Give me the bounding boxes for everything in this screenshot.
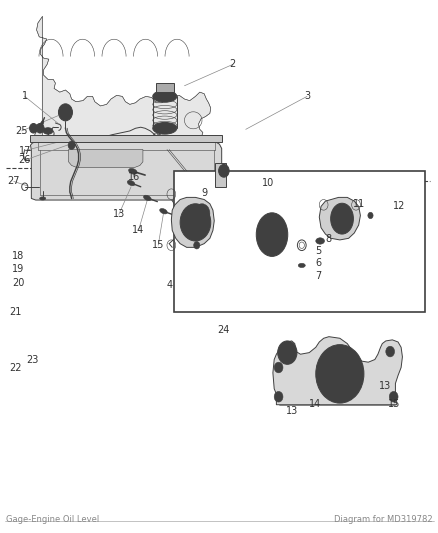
Text: 8: 8 [325, 234, 331, 244]
Circle shape [334, 368, 344, 380]
Ellipse shape [143, 195, 151, 200]
Text: 3: 3 [303, 91, 309, 101]
Circle shape [68, 141, 75, 150]
Polygon shape [297, 276, 304, 280]
Text: 18: 18 [12, 251, 24, 261]
Text: 23: 23 [26, 354, 39, 365]
Text: 9: 9 [201, 188, 207, 198]
Text: 25: 25 [15, 126, 28, 136]
Polygon shape [272, 337, 402, 405]
Text: 5: 5 [314, 246, 320, 255]
Ellipse shape [152, 123, 177, 134]
Ellipse shape [43, 128, 53, 134]
Text: Diagram for MD319782: Diagram for MD319782 [334, 515, 432, 524]
Ellipse shape [41, 120, 44, 125]
Ellipse shape [45, 129, 50, 133]
Circle shape [180, 204, 210, 241]
Polygon shape [68, 150, 143, 167]
Ellipse shape [297, 263, 304, 268]
Text: 7: 7 [314, 271, 320, 280]
Circle shape [218, 165, 229, 177]
Ellipse shape [127, 180, 134, 185]
Text: 13: 13 [113, 209, 125, 220]
Ellipse shape [39, 197, 46, 200]
Circle shape [321, 352, 357, 396]
Text: 27: 27 [7, 176, 20, 187]
Text: 13: 13 [285, 406, 297, 416]
Text: 19: 19 [12, 264, 24, 273]
Circle shape [277, 341, 296, 365]
Polygon shape [30, 142, 221, 200]
Ellipse shape [260, 218, 283, 251]
Text: 17: 17 [18, 146, 31, 156]
Circle shape [274, 391, 283, 402]
Text: 21: 21 [9, 306, 21, 317]
Text: 12: 12 [392, 201, 404, 212]
Text: 24: 24 [217, 325, 230, 335]
Bar [173, 171, 424, 312]
Circle shape [385, 346, 394, 357]
Text: 22: 22 [9, 362, 21, 373]
Circle shape [283, 348, 291, 358]
Bar [155, 83, 173, 92]
Text: 2: 2 [229, 60, 235, 69]
Bar [215, 163, 226, 187]
Text: 13: 13 [378, 381, 390, 391]
Ellipse shape [128, 168, 137, 174]
Text: 6: 6 [314, 258, 320, 268]
Ellipse shape [315, 238, 324, 244]
Circle shape [193, 241, 199, 249]
Text: 10: 10 [261, 177, 273, 188]
Text: 11: 11 [353, 199, 365, 209]
Ellipse shape [159, 208, 167, 214]
Polygon shape [33, 17, 210, 176]
Text: 20: 20 [12, 278, 25, 288]
Circle shape [274, 362, 283, 373]
Circle shape [315, 345, 363, 403]
Text: 16: 16 [128, 172, 140, 182]
Ellipse shape [152, 91, 177, 102]
Text: 14: 14 [308, 399, 320, 409]
Text: 15: 15 [388, 399, 400, 409]
Text: 15: 15 [152, 240, 164, 250]
Bar [30, 135, 221, 142]
Text: 4: 4 [166, 280, 172, 290]
Text: 1: 1 [21, 91, 28, 101]
Circle shape [367, 212, 372, 219]
Circle shape [58, 104, 72, 121]
Polygon shape [171, 197, 214, 247]
Ellipse shape [335, 209, 348, 228]
Circle shape [36, 124, 44, 133]
Text: Gage-Engine Oil Level: Gage-Engine Oil Level [6, 515, 99, 524]
Circle shape [29, 124, 37, 133]
Ellipse shape [330, 203, 353, 234]
Circle shape [186, 212, 204, 233]
Text: 26: 26 [18, 155, 31, 165]
Ellipse shape [256, 213, 287, 256]
Circle shape [389, 391, 397, 402]
Circle shape [194, 204, 209, 223]
Text: 14: 14 [132, 225, 145, 236]
Polygon shape [318, 197, 360, 240]
